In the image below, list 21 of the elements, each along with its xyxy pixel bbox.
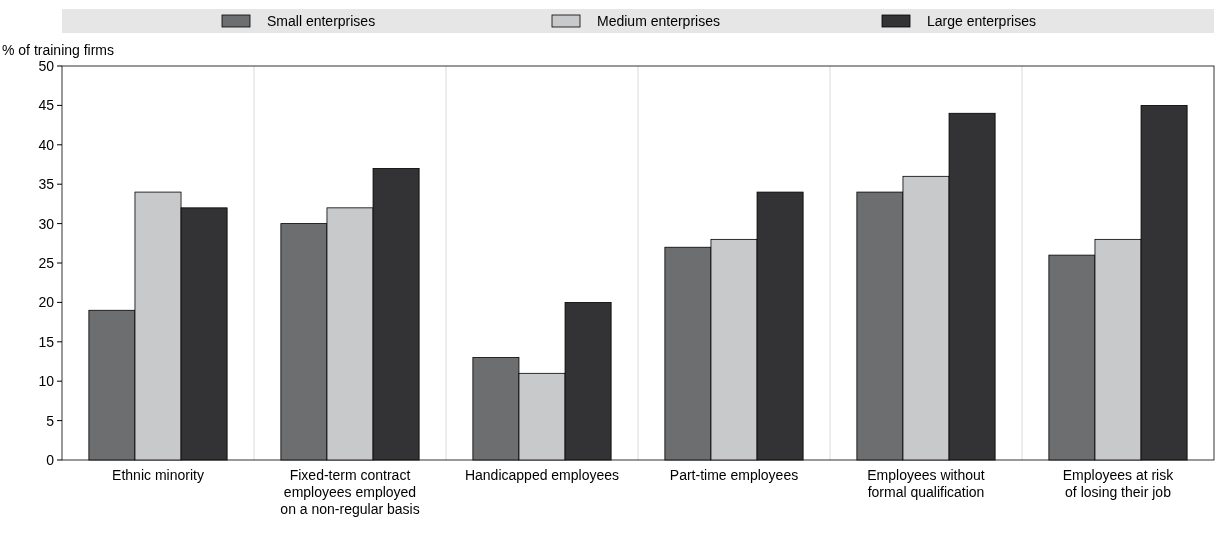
x-tick-label: Ethnic minority	[112, 467, 204, 483]
y-tick-label: 40	[38, 136, 55, 153]
y-tick-label: 20	[38, 294, 55, 311]
legend-label: Medium enterprises	[597, 13, 720, 29]
legend-label: Small enterprises	[267, 13, 376, 29]
y-tick-label: 30	[38, 215, 55, 232]
y-tick-label: 5	[46, 412, 55, 429]
y-tick-label: 0	[46, 451, 55, 468]
x-tick-label: Fixed-term contract employees employed on a non-regular basis	[280, 467, 420, 517]
y-tick-label: 15	[38, 333, 55, 350]
y-tick-label: 50	[38, 57, 55, 74]
x-tick-label: Handicapped employees	[464, 467, 620, 483]
y-tick-label: 10	[38, 373, 55, 390]
x-tick-label: Part-time employees	[669, 467, 799, 483]
legend-label: Large enterprises	[927, 13, 1036, 29]
y-tick-label: 45	[38, 97, 55, 114]
x-tick-label: Employees without formal qualification	[867, 467, 985, 500]
x-tick-label: Employees at risk of losing their job	[1062, 467, 1175, 500]
y-tick-label: 25	[38, 254, 55, 271]
y-axis-title: % of training firms	[2, 42, 115, 58]
y-tick-label: 35	[38, 176, 55, 193]
